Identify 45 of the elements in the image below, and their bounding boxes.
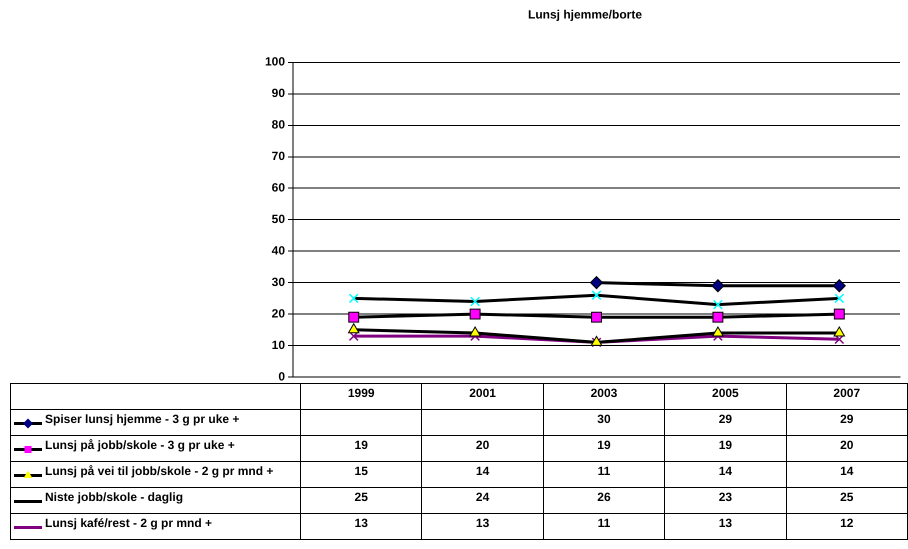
data-label: 30 [543,410,665,436]
x-tick-label: 2003 [543,384,665,410]
y-tick-label: 10 [272,338,286,352]
data-label: 29 [664,410,786,436]
data-label: 20 [422,436,544,462]
y-tick-label: 100 [264,54,286,69]
legend-label: Niste jobb/skole - daglig [10,488,300,514]
data-label: 13 [664,514,786,540]
x-tick-label: 1999 [300,384,422,410]
y-tick-label: 80 [272,118,286,132]
x-tick-label: 2001 [422,384,544,410]
data-label: 19 [543,436,665,462]
data-label: 20 [786,436,908,462]
data-label: 11 [543,514,665,540]
x-tick-label: 2005 [664,384,786,410]
data-label: 25 [300,488,422,514]
data-label: 14 [786,462,908,488]
data-label: 11 [543,462,665,488]
data-label: 12 [786,514,908,540]
chart-title: Lunsj hjemme/borte [528,8,642,22]
data-label: 14 [422,462,544,488]
data-label: 19 [664,436,786,462]
data-label: 29 [786,410,908,436]
data-label: 19 [300,436,422,462]
y-tick-label: 50 [272,212,286,226]
y-tick-label: 60 [272,180,286,195]
y-tick-label: 40 [272,243,286,258]
data-label: 23 [664,488,786,514]
legend-label: Spiser lunsj hjemme - 3 g pr uke + [10,410,300,436]
y-tick-label: 70 [272,149,286,164]
legend-label: Lunsj på jobb/skole - 3 g pr uke + [10,436,300,462]
data-label: 13 [422,514,544,540]
data-label: 25 [786,488,908,514]
data-label: 15 [300,462,422,488]
data-label: 24 [422,488,544,514]
y-tick-label: 20 [272,306,286,320]
data-label: 13 [300,514,422,540]
y-tick-label: 90 [272,86,286,100]
x-tick-label: 2007 [786,384,908,410]
legend-label: Lunsj på vei til jobb/skole - 2 g pr mnd + [10,462,300,488]
y-tick-label: 0 [278,369,286,384]
data-label: 26 [543,488,665,514]
data-label: 14 [664,462,786,488]
legend-label: Lunsj kafé/rest - 2 g pr mnd + [10,514,300,540]
y-tick-label: 30 [272,274,286,289]
